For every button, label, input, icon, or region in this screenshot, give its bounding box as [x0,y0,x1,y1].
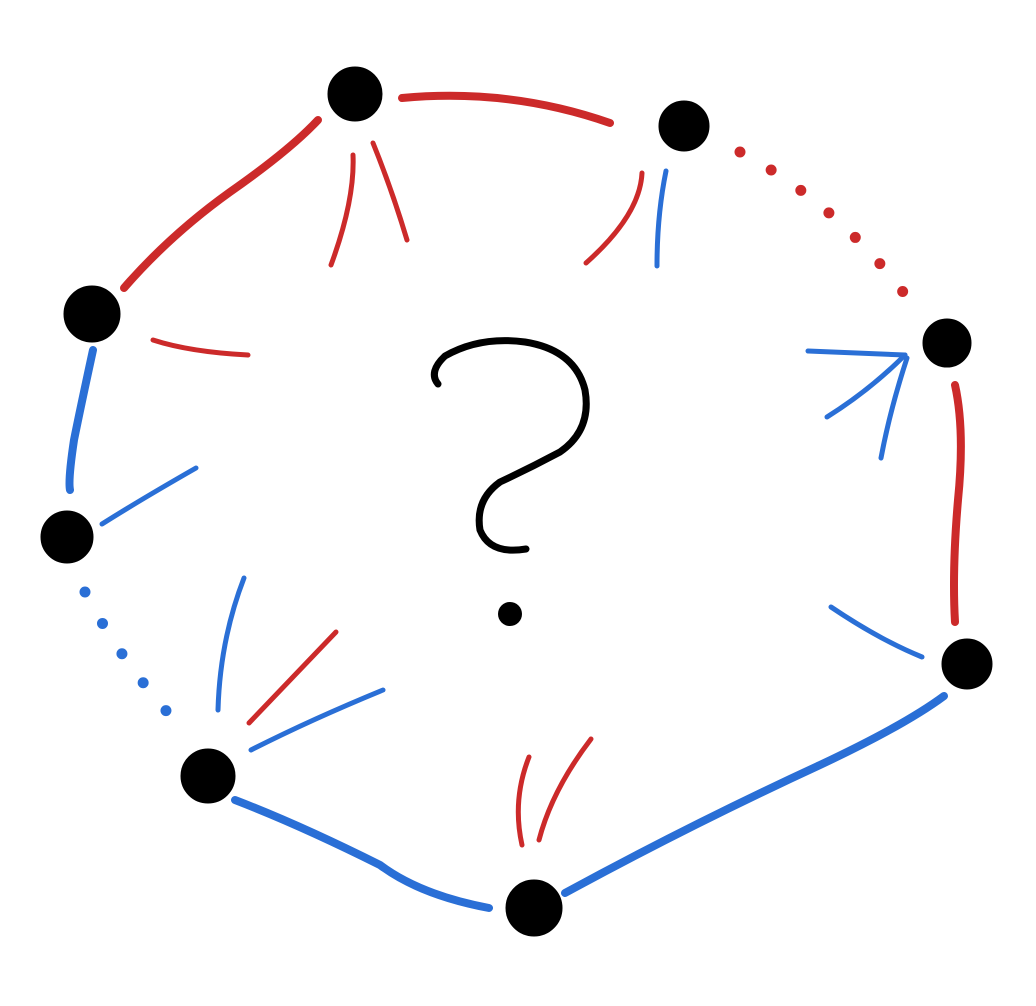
inward-stubs [99,140,925,848]
node-lower-right [941,638,993,690]
edge-lower-right-to-bottom [561,692,948,897]
edge-upper-left-to-top [120,116,322,292]
stub-lower-left-blue-a [215,575,247,713]
edge-left-to-upper-left [65,346,97,494]
stub-top-right-blue [654,168,669,269]
edge-right-to-lower-right [950,381,965,626]
edge-bottom-to-lower-left [231,796,493,912]
cycle-edges [65,91,965,912]
stub-right-c [878,355,910,461]
stub-top-right-red [583,170,645,266]
stub-right-b [824,352,908,420]
stub-right-a [805,348,908,358]
node-bottom [505,879,563,937]
edge-top-to-top-right [398,91,614,127]
stub-top-b [370,140,410,243]
stub-lower-left-red [246,629,339,726]
stub-bottom-b [536,736,594,843]
stub-upper-left [150,337,251,358]
question-mark-icon [430,337,590,626]
node-top-right [658,100,710,152]
stub-left [99,465,199,527]
node-left [40,510,94,564]
edge-lower-left-to-left [79,586,182,728]
node-right [922,318,972,368]
edge-top-right-to-right [734,146,918,310]
stub-top-a [328,152,356,268]
stub-bottom-a [515,754,532,848]
node-lower-left [180,748,236,804]
node-upper-left [63,285,121,343]
node-top [327,66,383,122]
question-mark-curve [430,337,590,554]
stub-lower-left-blue-b [248,687,386,753]
nodes [40,66,993,937]
stub-lower-right [828,604,925,660]
question-mark-dot [498,602,522,626]
